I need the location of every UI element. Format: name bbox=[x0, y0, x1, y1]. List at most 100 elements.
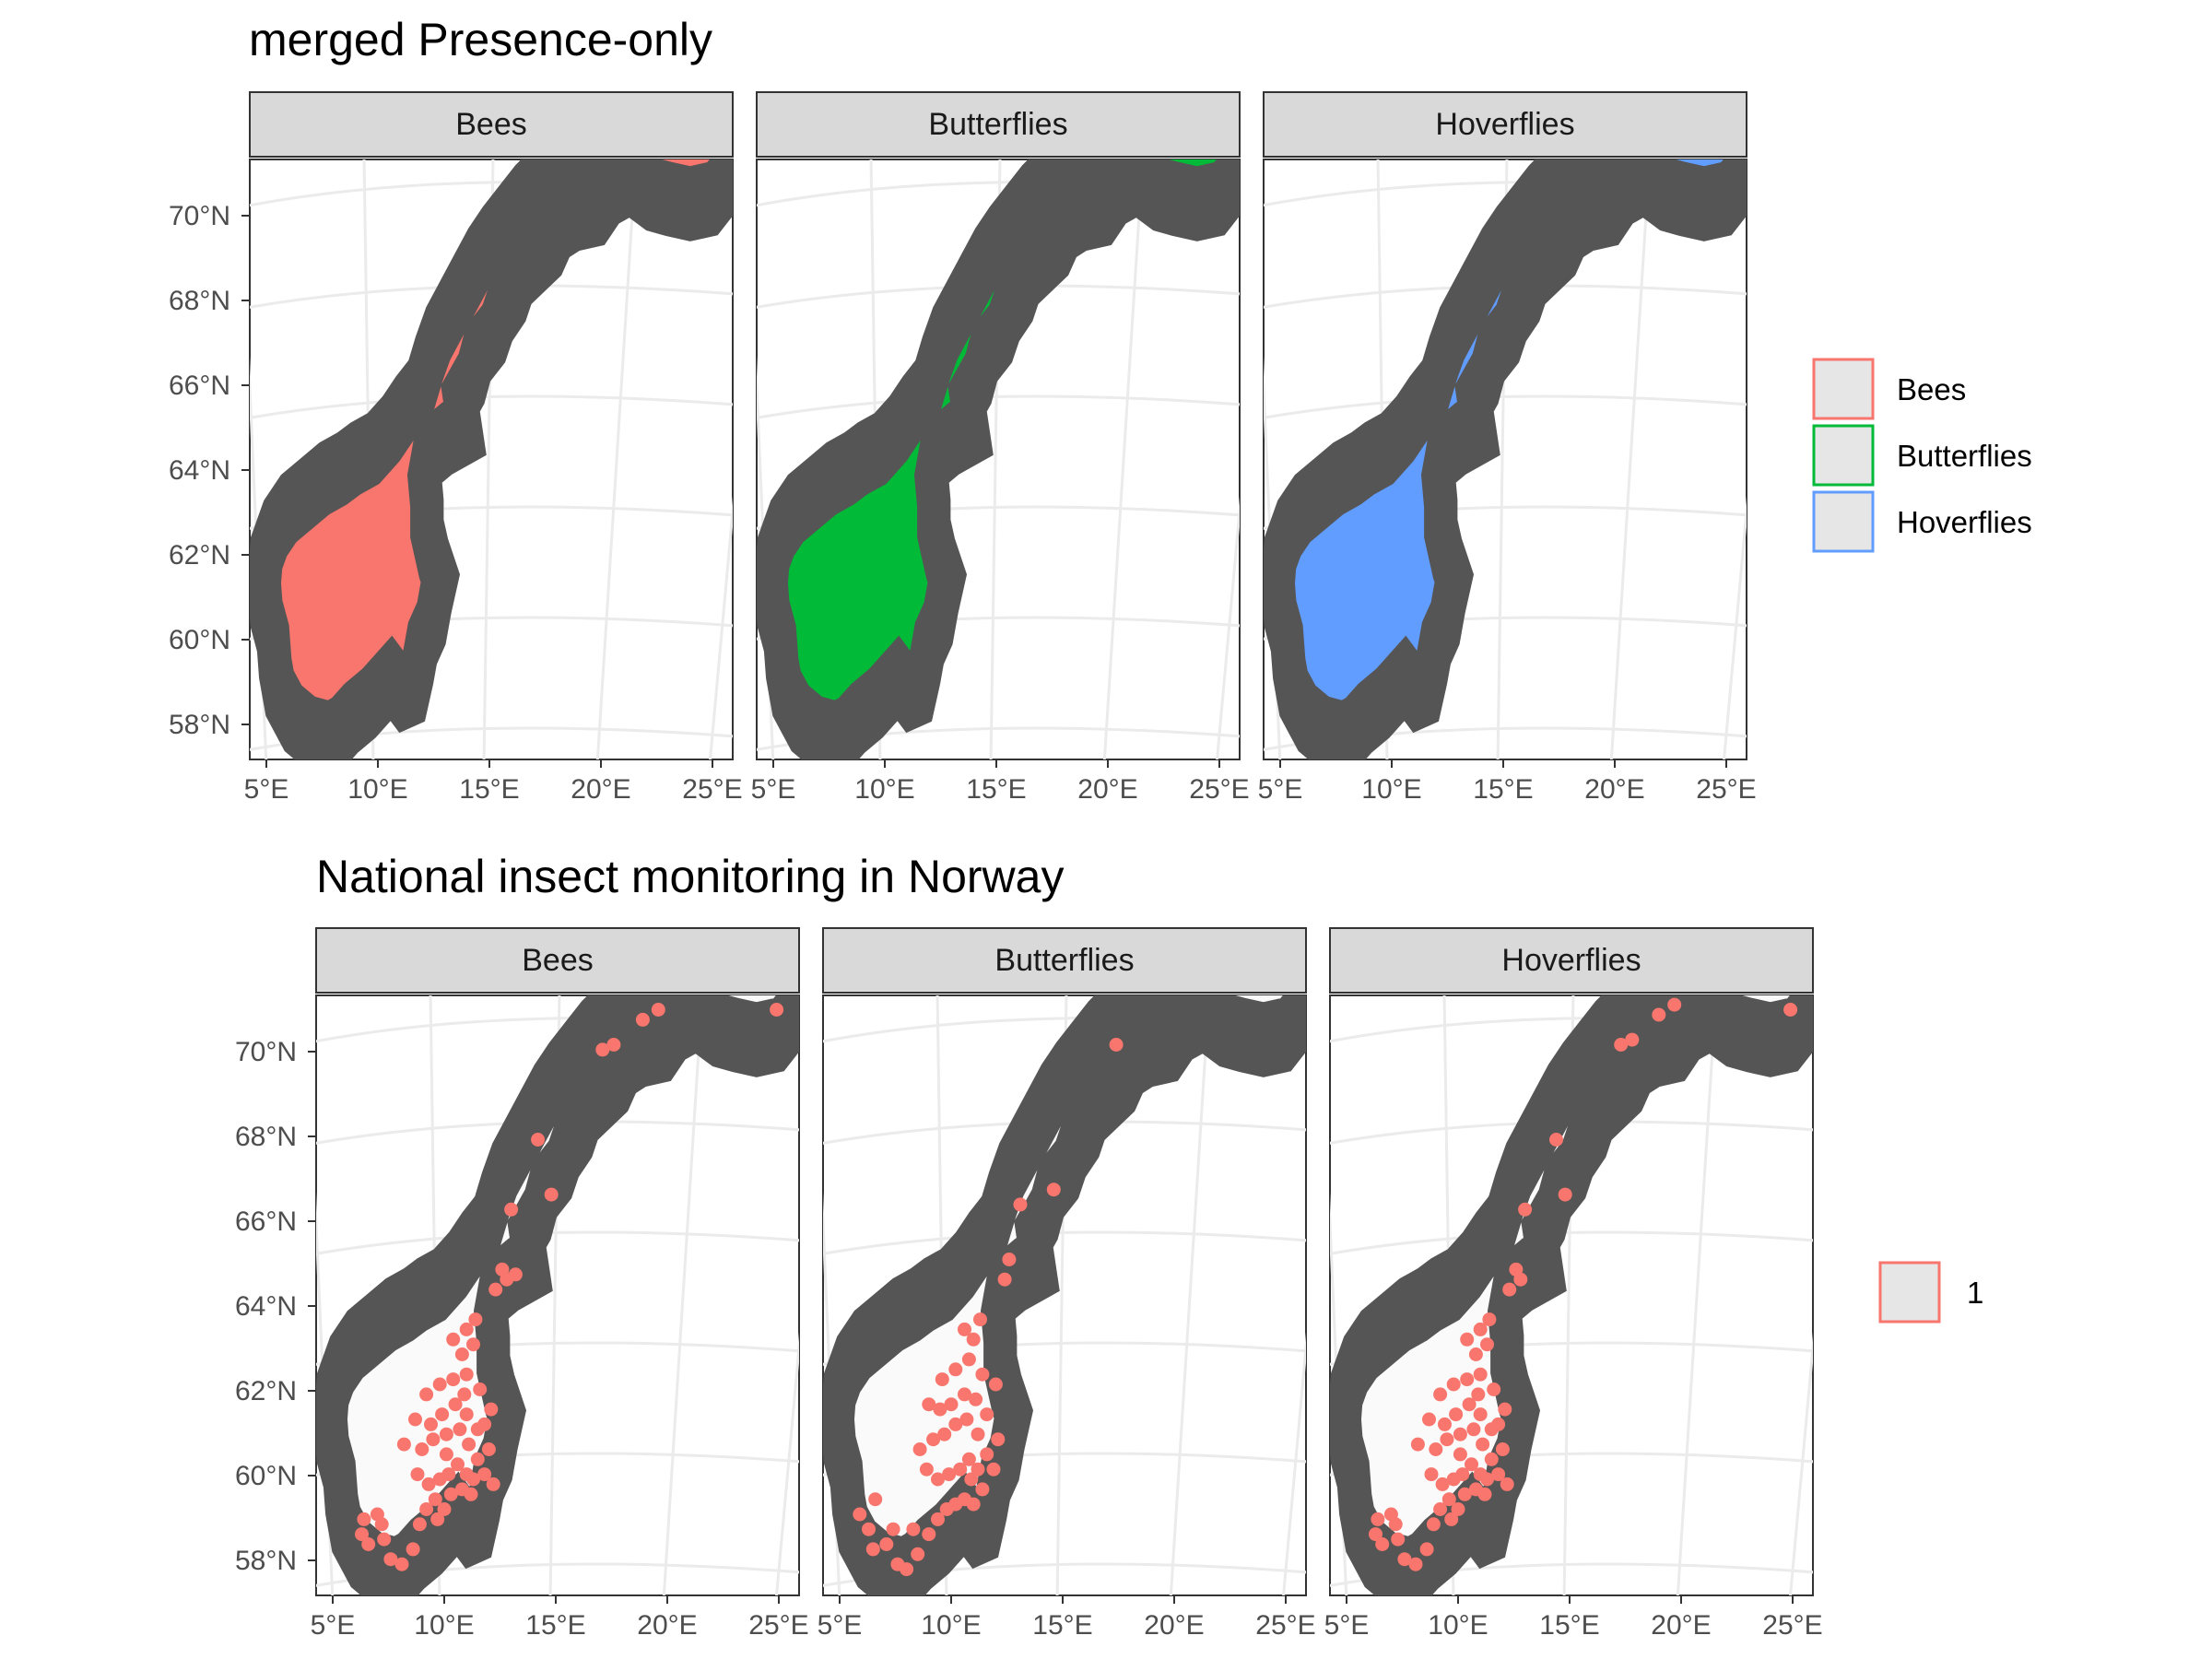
monitoring-point bbox=[900, 1562, 914, 1577]
monitoring-point bbox=[853, 1507, 867, 1522]
monitoring-point bbox=[1465, 1457, 1478, 1472]
monitoring-point bbox=[453, 1422, 467, 1437]
x-tick-label: 10°E bbox=[1361, 774, 1421, 805]
x-axis-top-bees: 5°E 10°E 15°E 20°E 25°E bbox=[244, 759, 743, 805]
monitoring-point bbox=[961, 1352, 976, 1367]
monitoring-point bbox=[1408, 1557, 1423, 1571]
x-tick-label: 10°E bbox=[1428, 1610, 1488, 1641]
monitoring-point bbox=[868, 1492, 883, 1507]
monitoring-point bbox=[1476, 1437, 1490, 1452]
monitoring-point bbox=[468, 1312, 483, 1327]
monitoring-point bbox=[531, 1133, 546, 1147]
monitoring-point bbox=[879, 1537, 894, 1551]
monitoring-point bbox=[865, 1542, 880, 1557]
x-axis-top-hoverflies: 5°E 10°E 15°E 20°E 25°E bbox=[1258, 759, 1757, 805]
facet-panel-top-butterflies: Butterflies 5°E 10°E 15°E 20°E 25°E bbox=[751, 91, 1250, 805]
monitoring-point bbox=[1498, 1402, 1512, 1417]
x-tick-label: 20°E bbox=[1077, 774, 1137, 805]
monitoring-point bbox=[1502, 1282, 1517, 1297]
monitoring-point bbox=[419, 1387, 434, 1402]
monitoring-point bbox=[975, 1482, 990, 1497]
facet-strip-top-butterflies bbox=[756, 91, 1241, 158]
y-tick-label: 58°N bbox=[169, 710, 230, 740]
monitoring-point bbox=[986, 1462, 1001, 1477]
monitoring-point bbox=[1451, 1502, 1465, 1516]
monitoring-point bbox=[980, 1447, 994, 1462]
monitoring-point bbox=[495, 1262, 510, 1277]
y-tick-label: 64°N bbox=[235, 1291, 297, 1322]
monitoring-point bbox=[1473, 1367, 1488, 1382]
monitoring-point bbox=[1424, 1467, 1439, 1482]
monitoring-point bbox=[959, 1412, 974, 1427]
x-tick-label: 25°E bbox=[1696, 774, 1756, 805]
monitoring-point bbox=[406, 1542, 420, 1557]
y-tick-label: 62°N bbox=[235, 1376, 297, 1406]
monitoring-point bbox=[906, 1522, 921, 1536]
monitoring-point bbox=[466, 1472, 480, 1487]
monitoring-point bbox=[635, 1012, 650, 1027]
monitoring-point bbox=[454, 1347, 469, 1361]
monitoring-point bbox=[1369, 1527, 1382, 1542]
y-tick-label: 66°N bbox=[235, 1206, 297, 1237]
monitoring-point bbox=[1422, 1412, 1436, 1427]
legend-label-butterflies: Butterflies bbox=[1897, 439, 2032, 473]
monitoring-point bbox=[931, 1512, 945, 1526]
facet-panel-bottom-bees: Bees 58°N 60°N 62°N 64°N 66°N 68°N 70°N bbox=[235, 927, 809, 1641]
y-tick-label: 70°N bbox=[169, 201, 230, 231]
monitoring-point bbox=[1419, 1542, 1434, 1557]
monitoring-point bbox=[911, 1547, 925, 1561]
monitoring-point bbox=[1438, 1417, 1452, 1431]
x-tick-label: 15°E bbox=[1539, 1610, 1599, 1641]
monitoring-point bbox=[1433, 1502, 1448, 1516]
monitoring-point bbox=[396, 1437, 411, 1452]
monitoring-point bbox=[922, 1527, 936, 1542]
monitoring-point bbox=[1441, 1492, 1456, 1507]
legend-key-butterflies bbox=[1812, 424, 1875, 487]
monitoring-point bbox=[1460, 1372, 1475, 1387]
monitoring-point bbox=[862, 1522, 876, 1536]
monitoring-point bbox=[980, 1407, 994, 1422]
monitoring-point bbox=[988, 1377, 1003, 1392]
x-tick-label: 5°E bbox=[311, 1610, 356, 1641]
y-tick-label: 64°N bbox=[169, 455, 230, 486]
monitoring-points-bees bbox=[355, 1003, 784, 1571]
monitoring-point bbox=[477, 1467, 492, 1482]
monitoring-points-butterflies bbox=[853, 1038, 1124, 1577]
x-tick-label: 15°E bbox=[966, 774, 1026, 805]
monitoring-point bbox=[1449, 1407, 1464, 1422]
x-axis-bottom-butterflies: 5°E 10°E 15°E 20°E 25°E bbox=[818, 1595, 1316, 1641]
monitoring-point bbox=[1509, 1262, 1524, 1277]
monitoring-point bbox=[1614, 1038, 1629, 1052]
monitoring-point bbox=[1558, 1187, 1572, 1202]
monitoring-point bbox=[933, 1402, 947, 1417]
facet-panel-bottom-butterflies: Butterflies 5°E 10°E 15°E 20°E 25°E bbox=[818, 927, 1316, 1641]
monitoring-point bbox=[1013, 1197, 1028, 1212]
x-tick-label: 25°E bbox=[682, 774, 742, 805]
monitoring-point bbox=[1440, 1432, 1454, 1447]
x-tick-label: 10°E bbox=[414, 1610, 474, 1641]
monitoring-point bbox=[919, 1462, 934, 1477]
monitoring-point bbox=[1468, 1347, 1483, 1361]
monitoring-point bbox=[1471, 1387, 1486, 1402]
y-axis-bottom-bees: 58°N 60°N 62°N 64°N 66°N 68°N 70°N bbox=[235, 1037, 316, 1576]
monitoring-point bbox=[948, 1362, 963, 1377]
monitoring-point bbox=[770, 1003, 784, 1017]
legend-label-hoverflies: Hoverflies bbox=[1897, 505, 2032, 539]
monitoring-point bbox=[971, 1427, 985, 1441]
legend-top: Bees Butterflies Hoverflies bbox=[1812, 358, 2032, 553]
monitoring-point bbox=[1410, 1437, 1425, 1452]
monitoring-point bbox=[459, 1407, 474, 1422]
x-tick-label: 15°E bbox=[459, 774, 519, 805]
monitoring-point bbox=[361, 1537, 376, 1551]
facet-panel-top-hoverflies: Hoverflies 5°E 10°E 15°E 20°E 25°E bbox=[1258, 91, 1757, 805]
legend-key-1 bbox=[1878, 1261, 1941, 1324]
monitoring-point bbox=[1484, 1452, 1499, 1466]
facet-strip-bottom-hoverflies bbox=[1329, 927, 1814, 994]
monitoring-point bbox=[651, 1003, 665, 1017]
monitoring-point bbox=[1460, 1332, 1475, 1347]
monitoring-point bbox=[961, 1452, 976, 1466]
monitoring-point bbox=[971, 1462, 985, 1477]
monitoring-point bbox=[484, 1402, 499, 1417]
monitoring-point bbox=[486, 1477, 500, 1491]
x-tick-label: 5°E bbox=[1258, 774, 1303, 805]
